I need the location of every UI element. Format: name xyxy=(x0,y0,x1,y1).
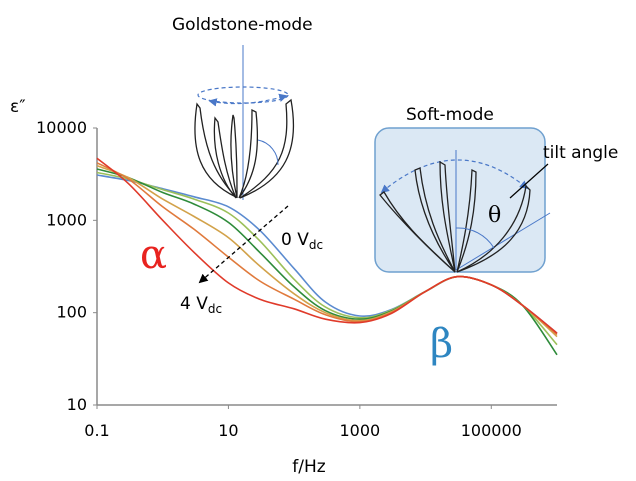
tilt-angle-label: tilt angle xyxy=(543,143,618,163)
voltage-bottom-value: 4 V xyxy=(180,294,208,314)
voltage-bottom-label: 4 Vdc xyxy=(180,294,222,316)
tilt-angle-pointer xyxy=(509,163,549,199)
x-tick-label: 100000 xyxy=(461,421,522,440)
y-tick-label: 100 xyxy=(56,303,87,322)
softmode-theta-arc xyxy=(455,227,495,249)
softmode-molecule-5 xyxy=(456,184,531,273)
voltage-top-label: 0 Vdc xyxy=(281,230,323,252)
goldstone-molecule-3 xyxy=(230,114,238,199)
softmode-label: Soft-mode xyxy=(406,105,494,125)
series-group xyxy=(96,157,558,356)
voltage-top-value: 0 V xyxy=(281,230,309,250)
x-ticks: 0.1 10 1000 100000 xyxy=(84,405,522,440)
y-ticks: 10 100 1000 10000 xyxy=(36,118,97,414)
softmode-tilt-line xyxy=(455,212,551,271)
x-tick-label: 10 xyxy=(218,421,238,440)
softmode-schematic xyxy=(379,150,551,273)
goldstone-mode-label: Goldstone-mode xyxy=(172,15,313,35)
voltage-top-sub: dc xyxy=(309,238,323,252)
y-axis-label: ε″ xyxy=(10,97,26,117)
goldstone-rotation-ellipse xyxy=(197,86,289,104)
goldstone-schematic xyxy=(194,45,295,200)
goldstone-rotation-arrow xyxy=(208,93,288,107)
goldstone-molecule-4 xyxy=(238,108,259,199)
x-tick-label: 0.1 xyxy=(84,421,109,440)
voltage-bottom-sub: dc xyxy=(208,302,222,316)
voltage-arrow xyxy=(198,205,289,284)
y-tick-label: 10000 xyxy=(36,118,87,137)
softmode-molecule-3 xyxy=(439,160,456,273)
y-tick-label: 10 xyxy=(67,395,87,414)
series-line-6 xyxy=(96,157,558,334)
theta-label: θ xyxy=(488,203,501,228)
softmode-box xyxy=(374,127,546,273)
x-tick-label: 1000 xyxy=(339,421,380,440)
goldstone-molecule-2 xyxy=(213,116,237,199)
goldstone-molecule-5 xyxy=(239,98,295,199)
axes: 10 100 1000 10000 0.1 10 1000 100000 xyxy=(36,118,557,440)
alpha-label: α xyxy=(140,232,167,278)
y-tick-label: 1000 xyxy=(46,210,87,229)
softmode-tilt-arrow xyxy=(380,159,529,194)
beta-label: β xyxy=(430,321,453,367)
goldstone-cone-arc xyxy=(257,139,279,166)
x-axis-label: f/Hz xyxy=(292,457,325,477)
